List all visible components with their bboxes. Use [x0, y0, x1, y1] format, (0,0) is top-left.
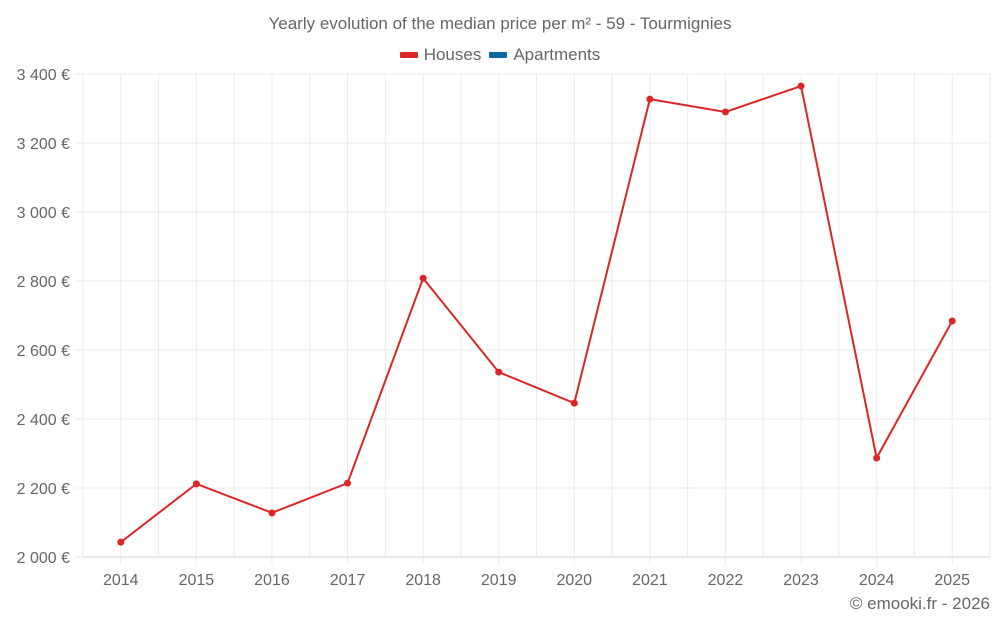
legend-item-houses[interactable]: Houses — [399, 45, 482, 65]
data-point[interactable] — [646, 95, 654, 103]
data-point[interactable] — [192, 480, 200, 488]
data-point[interactable] — [268, 509, 276, 517]
x-tick-label: 2025 — [934, 572, 970, 589]
x-tick-label: 2016 — [254, 572, 290, 589]
y-tick-label: 3 000 € — [17, 205, 70, 222]
y-tick-label: 3 400 € — [17, 67, 70, 84]
y-tick-label: 3 200 € — [17, 136, 70, 153]
series-line-houses — [120, 84, 954, 543]
data-point[interactable] — [797, 82, 805, 90]
x-tick-label: 2024 — [859, 572, 895, 589]
x-tick-label: 2014 — [103, 572, 139, 589]
x-tick-label: 2020 — [556, 572, 592, 589]
y-tick-label: 2 800 € — [17, 274, 70, 291]
x-tick-label: 2022 — [708, 572, 744, 589]
legend-item-apartments[interactable]: Apartments — [489, 45, 600, 65]
houses-swatch-icon — [399, 52, 418, 58]
credit-text: © emooki.fr - 2026 — [849, 594, 990, 613]
x-tick-label: 2019 — [481, 572, 517, 589]
apartments-swatch-icon — [489, 52, 508, 58]
legend-label-apartments: Apartments — [513, 45, 601, 64]
legend-label-houses: Houses — [423, 45, 482, 64]
chart-title: Yearly evolution of the median price per… — [268, 14, 732, 33]
data-point[interactable] — [570, 399, 578, 407]
y-tick-label: 2 200 € — [17, 481, 70, 498]
data-point[interactable] — [495, 368, 503, 376]
x-tick-label: 2018 — [405, 572, 441, 589]
data-point[interactable] — [948, 317, 956, 325]
x-tick-label: 2017 — [330, 572, 366, 589]
x-tick-label: 2023 — [783, 572, 819, 589]
data-point[interactable] — [721, 108, 729, 116]
grid — [75, 73, 991, 565]
y-tick-label: 2 600 € — [17, 343, 70, 360]
data-point[interactable] — [117, 538, 125, 546]
legend: Houses Apartments — [0, 45, 1000, 65]
y-tick-label: 2 000 € — [17, 550, 70, 567]
data-point[interactable] — [419, 274, 427, 282]
y-tick-label: 2 400 € — [17, 412, 70, 429]
data-point[interactable] — [873, 454, 881, 462]
x-tick-label: 2015 — [179, 572, 215, 589]
data-point[interactable] — [344, 479, 352, 487]
x-tick-label: 2021 — [632, 572, 668, 589]
